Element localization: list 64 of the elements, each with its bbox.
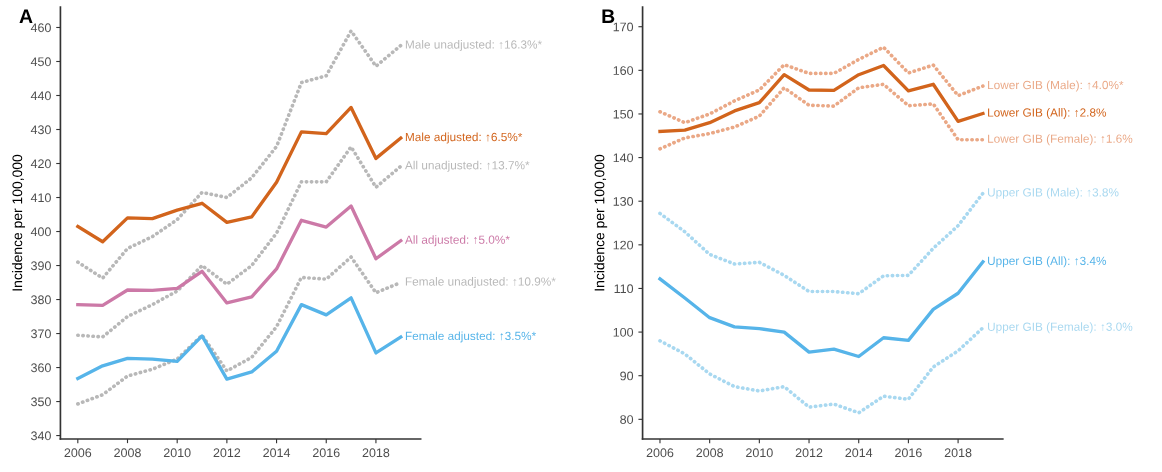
series-label: All adjusted: ↑5.0%* [404,235,510,247]
series-label: Upper GIB (All): ↑3.4% [988,256,1107,268]
series-label: Male adjusted: ↑6.5%* [405,132,523,144]
series-label: Lower GIB (Male): ↑4.0%* [988,80,1124,92]
y-tick-label: 150 [613,109,634,119]
series-label: Female unadjusted: ↑10.9%* [405,277,556,289]
y-tick-label: 160 [613,66,634,75]
y-tick-label: 120 [613,240,634,250]
y-tick-label: 440 [30,91,51,101]
series-label: Lower GIB (Female): ↑1.6% [988,134,1133,146]
line-series [76,204,403,307]
y-tick-label: 80 [620,415,634,424]
x-tick-label: 2006 [646,448,674,458]
line-series [658,45,985,125]
series-label: Female adjusted: ↑3.5%* [405,331,536,343]
y-tick-label: 410 [30,193,51,203]
x-tick-label: 2016 [895,448,922,458]
y-tick-label: 130 [613,197,634,206]
y-tick-label: 110 [614,284,634,294]
y-tick-label: 430 [30,125,51,135]
x-tick-label: 2006 [64,448,92,458]
y-tick-label: 350 [31,397,51,407]
line-series [76,145,403,339]
x-tick-label: 2018 [944,448,972,458]
x-tick-label: 2012 [795,448,823,458]
y-tick-label: 140 [613,153,634,163]
x-tick-label: 2010 [163,448,191,458]
series-label: Lower GIB (All): ↑2.8% [988,108,1107,120]
y-tick-label: 420 [30,159,51,169]
y-axis-title: Incidence per 100,000 [594,154,608,291]
line-series [658,63,985,134]
y-tick-label: 400 [30,227,51,237]
line-series [76,29,403,280]
y-tick-label: 360 [31,363,51,373]
series-label: Male unadjusted: ↑16.3%* [405,40,542,52]
y-tick-label: 450 [30,57,51,67]
line-series [76,105,403,244]
line-series [76,296,403,381]
y-tick-label: 380 [31,295,51,305]
line-series [658,325,985,415]
y-axis-title: Incidence per 100,000 [12,154,25,291]
x-tick-label: 2010 [746,448,773,458]
line-series [658,191,985,296]
x-tick-label: 2012 [213,448,241,458]
y-tick-label: 340 [31,431,51,441]
series-label: Upper GIB (Female): ↑3.0% [988,322,1133,334]
series-label: Upper GIB (Male): ↑3.8% [988,187,1119,199]
x-tick-label: 2008 [696,448,724,458]
x-tick-label: 2014 [845,448,873,458]
text: B [602,9,615,23]
y-tick-label: 90 [620,371,634,381]
y-tick-label: 170 [613,22,634,32]
x-tick-label: 2014 [263,448,291,458]
series-label: All unadjusted: ↑13.7%* [404,160,530,172]
y-tick-label: 370 [31,329,51,339]
x-tick-label: 2008 [114,448,141,458]
x-tick-label: 2018 [362,448,390,458]
line-series [658,260,985,359]
y-tick-label: 100 [613,327,634,337]
x-tick-label: 2016 [312,448,340,458]
text: A [19,9,33,23]
line-series [658,82,985,151]
y-tick-label: 460 [30,23,51,33]
y-tick-label: 390 [31,261,51,271]
